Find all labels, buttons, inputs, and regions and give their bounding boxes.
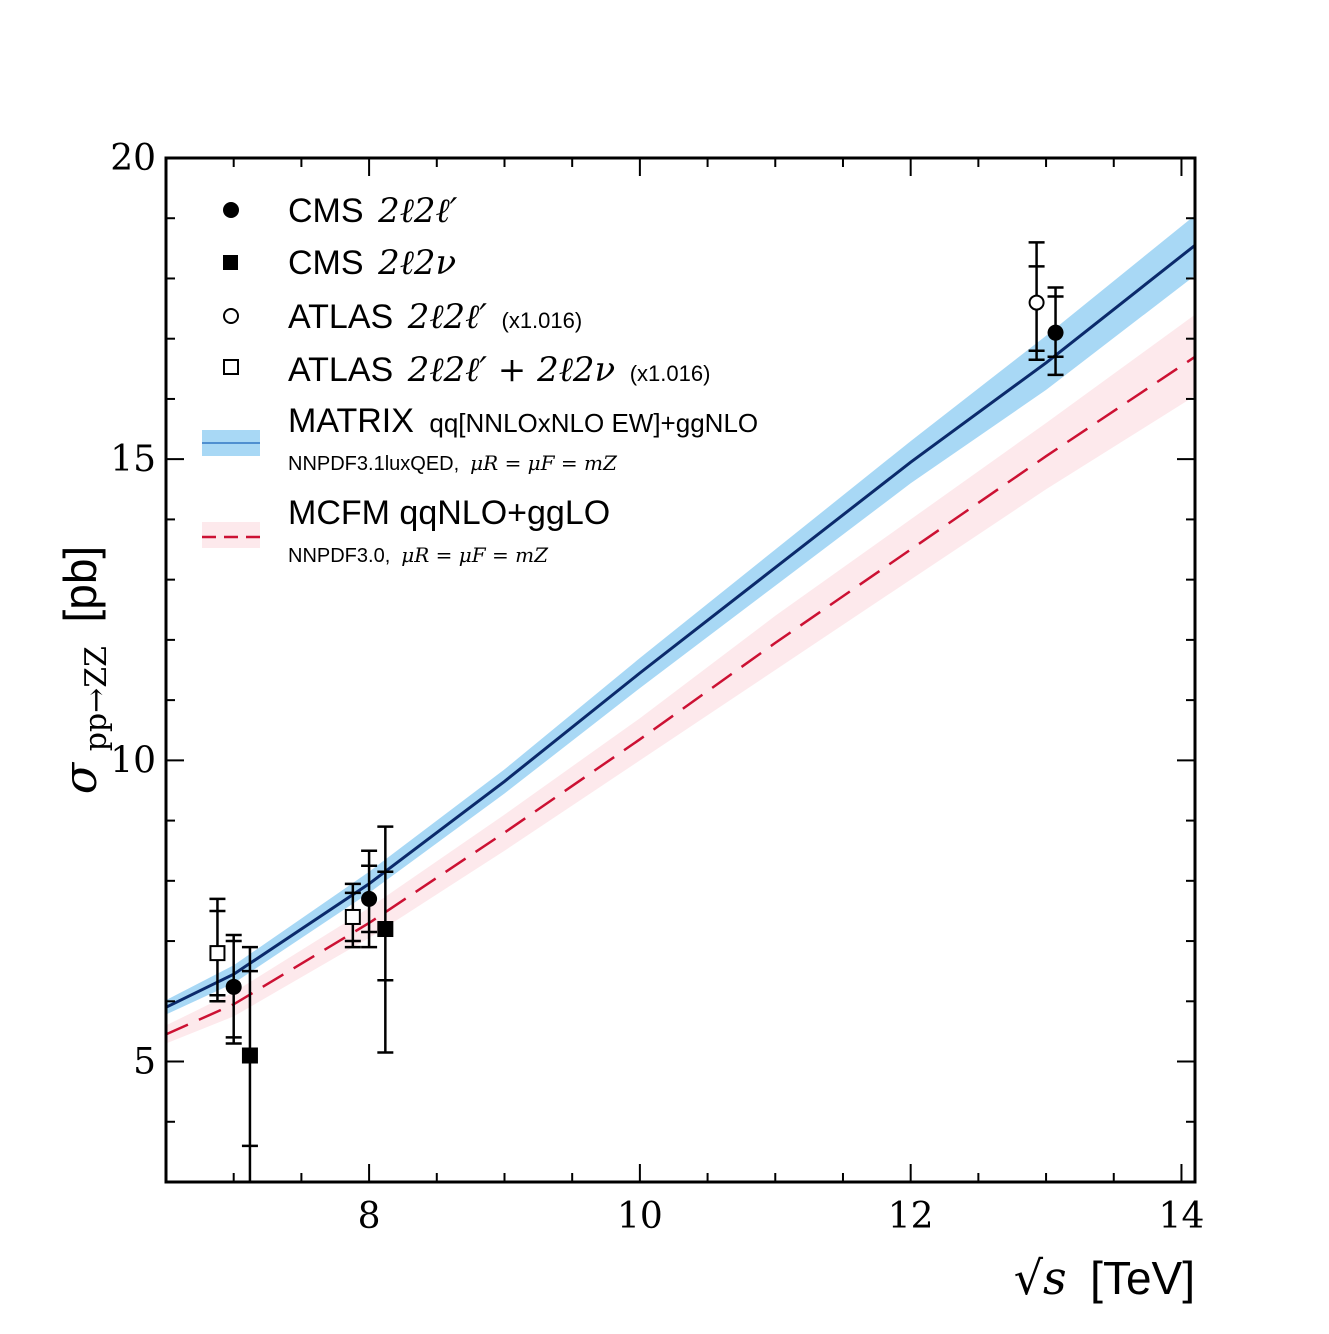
theory-lines xyxy=(165,244,1196,1036)
legend-submath: μR = μF = mZ xyxy=(470,451,618,475)
theory-bands xyxy=(166,215,1195,1044)
data-point xyxy=(377,921,394,938)
y-axis-unit: [pb] xyxy=(54,546,106,623)
legend-formula: 2ℓ2ℓ′ xyxy=(377,191,458,231)
legend-name: CMS xyxy=(288,244,364,282)
legend-formula: 2ℓ2ℓ′ + 2ℓ2ν xyxy=(407,350,616,390)
data-point xyxy=(361,890,378,907)
legend-note: (x1.016) xyxy=(502,308,583,333)
x-axis-unit: [TeV] xyxy=(1090,1252,1195,1304)
legend-subtext: NNPDF3.0, xyxy=(288,545,390,567)
legend-name: ATLAS xyxy=(288,298,393,336)
data-point xyxy=(209,945,226,962)
data-markers xyxy=(209,294,1064,1064)
legend-entry-atlas-comb: ATLAS 2ℓ2ℓ′ + 2ℓ2ν (x1.016) xyxy=(223,350,710,390)
axis-ticks xyxy=(166,157,1195,1183)
y-tick-label: 15 xyxy=(110,439,156,480)
x-tick-label: 10 xyxy=(617,1196,663,1237)
x-tick-label: 8 xyxy=(358,1196,381,1237)
legend-label: CMS 2ℓ2ℓ′ xyxy=(288,191,458,231)
mcfm-central-line xyxy=(165,355,1196,1036)
legend-desc: qq[NNLOxNLO EW]+ggNLO xyxy=(429,408,758,438)
data-point xyxy=(1028,294,1045,311)
data-point xyxy=(225,978,242,995)
y-axis-math: σ xyxy=(53,761,107,794)
legend-label: CMS 2ℓ2ν xyxy=(288,243,456,283)
x-axis-label: √s [TeV] xyxy=(1014,1251,1195,1305)
legend-formula: 2ℓ2ℓ′ xyxy=(407,297,488,337)
legend-label: MATRIX qq[NNLOxNLO EW]+ggNLO xyxy=(288,402,758,440)
legend-label: ATLAS 2ℓ2ℓ′ (x1.016) xyxy=(288,297,582,337)
legend-marker-filled-circle xyxy=(223,202,239,218)
legend-submath: μR = μF = mZ xyxy=(401,543,549,567)
y-tick-label: 20 xyxy=(110,138,156,179)
legend-entry-atlas-4l: ATLAS 2ℓ2ℓ′ (x1.016) xyxy=(223,297,582,337)
legend-marker-open-circle xyxy=(223,308,239,324)
plot-frame xyxy=(164,156,1197,1184)
legend-name: ATLAS xyxy=(288,351,393,389)
legend-entry-cms-2l2nu: CMS 2ℓ2ν xyxy=(223,243,456,283)
legend-label: MCFM qqNLO+ggLO xyxy=(288,494,610,532)
x-tick-label: 12 xyxy=(888,1196,934,1237)
axis-tick-labels: 8 10 12 14 5 10 15 20 xyxy=(110,138,1204,1237)
legend-entry-cms-4l: CMS 2ℓ2ℓ′ xyxy=(223,191,458,231)
y-axis-sub: pp→ZZ xyxy=(79,646,114,751)
legend-sublabel: NNPDF3.1luxQED, μR = μF = mZ xyxy=(288,451,618,475)
legend-name: CMS xyxy=(288,192,364,230)
x-axis-math: √s xyxy=(1014,1251,1067,1305)
legend-marker-filled-square xyxy=(223,255,238,270)
mcfm-band xyxy=(166,314,1195,1044)
legend-name: MATRIX xyxy=(288,402,414,440)
legend-note: (x1.016) xyxy=(630,361,711,386)
matrix-central-line xyxy=(165,244,1196,1009)
data-point xyxy=(1047,324,1064,341)
legend-entry-mcfm: MCFM qqNLO+ggLO NNPDF3.0, μR = μF = mZ xyxy=(202,494,610,567)
legend-sublabel: NNPDF3.0, μR = μF = mZ xyxy=(288,543,549,567)
legend: CMS 2ℓ2ℓ′ CMS 2ℓ2ν ATLAS 2ℓ2ℓ′ (x1.016) … xyxy=(202,191,758,567)
legend-entry-matrix: MATRIX qq[NNLOxNLO EW]+ggNLO NNPDF3.1lux… xyxy=(202,402,758,475)
legend-marker-open-square xyxy=(223,359,239,375)
legend-subtext: NNPDF3.1luxQED, xyxy=(288,453,459,475)
legend-label: ATLAS 2ℓ2ℓ′ + 2ℓ2ν (x1.016) xyxy=(288,350,710,390)
y-tick-label: 5 xyxy=(133,1042,156,1083)
y-tick-label: 10 xyxy=(110,740,156,781)
data-point xyxy=(344,908,361,925)
data-point xyxy=(241,1047,258,1064)
legend-name: MCFM qqNLO+ggLO xyxy=(288,494,610,532)
legend-band-swatch xyxy=(202,522,260,548)
legend-formula: 2ℓ2ν xyxy=(377,243,456,283)
y-axis-label: σ pp→ZZ [pb] xyxy=(53,546,116,794)
x-tick-label: 14 xyxy=(1159,1196,1205,1237)
